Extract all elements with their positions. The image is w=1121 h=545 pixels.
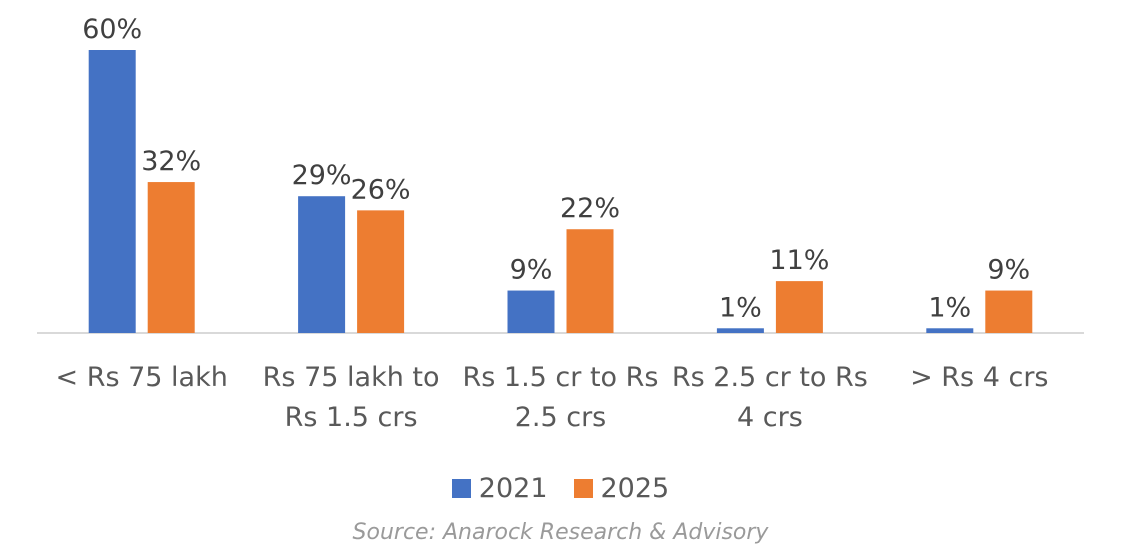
category-label-line: 2.5 crs bbox=[514, 402, 607, 433]
data-label-2025-3: 11% bbox=[769, 245, 829, 276]
bar-2021-3 bbox=[716, 328, 764, 333]
category-label-line: Rs 1.5 cr to Rs bbox=[462, 362, 659, 393]
category-label-line: < Rs 75 lakh bbox=[55, 362, 228, 393]
bar-2025-4 bbox=[985, 290, 1033, 333]
category-label-1: Rs 75 lakh to Rs 1.5 crs bbox=[246, 358, 456, 438]
bar-chart: 60%32% 29%26%9%22%1%11%1%9% bbox=[37, 14, 1084, 334]
bar-2025-0 bbox=[147, 182, 195, 333]
legend: 2021 2025 bbox=[0, 468, 1121, 508]
category-label-4: > Rs 4 crs bbox=[874, 358, 1084, 398]
data-label-2021-1: 29% bbox=[292, 160, 352, 191]
legend-swatch-2025 bbox=[573, 478, 593, 498]
category-label-line: Rs 2.5 cr to Rs bbox=[671, 362, 868, 393]
data-label-2021-0: 60% bbox=[82, 14, 142, 45]
data-label-2025-4: 9% bbox=[987, 255, 1030, 286]
legend-label-2021: 2021 bbox=[478, 472, 548, 504]
data-label-2021-4: 1% bbox=[928, 292, 971, 323]
source-note: Source: Anarock Research & Advisory bbox=[352, 520, 769, 545]
bar-2025-1 bbox=[357, 210, 405, 333]
category-label-line: Rs 1.5 crs bbox=[284, 402, 418, 433]
bar-2021-0 bbox=[88, 50, 136, 333]
category-label-line: > Rs 4 crs bbox=[910, 362, 1049, 393]
legend-item-2025: 2025 bbox=[573, 472, 670, 504]
legend-swatch-2021 bbox=[451, 478, 471, 498]
bar-2025-3 bbox=[775, 281, 823, 333]
category-label-2: Rs 1.5 cr to Rs 2.5 crs bbox=[456, 358, 666, 438]
legend-label-2025: 2025 bbox=[600, 472, 670, 504]
bar-2021-1 bbox=[298, 196, 346, 333]
bar-2021-4 bbox=[926, 328, 974, 333]
category-label-0: < Rs 75 lakh bbox=[37, 358, 247, 398]
category-label-3: Rs 2.5 cr to Rs 4 crs bbox=[665, 358, 875, 438]
legend-item-2021: 2021 bbox=[451, 472, 548, 504]
category-label-line: 4 crs bbox=[737, 402, 803, 433]
bar-2025-2 bbox=[566, 229, 614, 333]
data-label-2025-2: 22% bbox=[560, 193, 620, 224]
category-label-line: Rs 75 lakh to bbox=[262, 362, 440, 393]
data-label-2021-3: 1% bbox=[719, 292, 762, 323]
data-label-2025-1: 26% bbox=[351, 174, 411, 205]
data-label-2021-2: 9% bbox=[510, 255, 553, 286]
data-label-2025-0: 32% bbox=[141, 146, 201, 177]
bar-2021-2 bbox=[507, 290, 555, 333]
